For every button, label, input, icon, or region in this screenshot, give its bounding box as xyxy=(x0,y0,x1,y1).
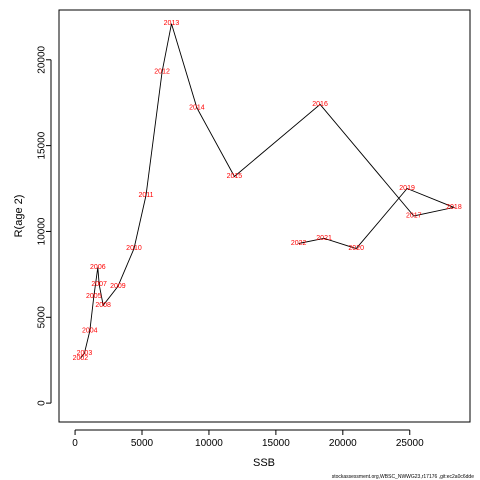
year-label-2019: 2019 xyxy=(399,185,415,192)
year-label-2009: 2009 xyxy=(110,283,126,290)
year-label-2016: 2016 xyxy=(312,101,328,108)
year-label-2010: 2010 xyxy=(126,245,142,252)
y-tick-label: 20000 xyxy=(37,45,48,73)
year-label-2017: 2017 xyxy=(406,213,422,220)
year-label-2022: 2022 xyxy=(291,240,307,247)
y-tick-label: 15000 xyxy=(37,131,48,159)
year-label-2011: 2011 xyxy=(138,192,153,199)
year-label-2005: 2005 xyxy=(86,293,102,300)
year-label-2018: 2018 xyxy=(446,204,462,211)
x-tick-label: 20000 xyxy=(329,438,357,449)
x-tick-label: 10000 xyxy=(195,438,223,449)
y-tick-label: 0 xyxy=(37,400,48,406)
year-label-2007: 2007 xyxy=(91,281,107,288)
x-tick-label: 15000 xyxy=(262,438,290,449)
year-label-2021: 2021 xyxy=(316,235,332,242)
year-label-2003: 2003 xyxy=(77,350,93,357)
year-label-2002: 2002 xyxy=(73,355,89,362)
year-label-2013: 2013 xyxy=(164,20,180,27)
year-label-2008: 2008 xyxy=(95,302,111,309)
x-tick-label: 0 xyxy=(72,438,78,449)
plot-frame xyxy=(58,9,471,423)
y-axis-title: R(age 2) xyxy=(13,195,25,238)
year-label-2006: 2006 xyxy=(90,264,106,271)
x-axis-title: SSB xyxy=(253,457,275,469)
recruitment-series-line xyxy=(80,23,456,359)
y-axis: 0 5000 10000 15000 20000 xyxy=(37,45,52,406)
x-tick-label: 5000 xyxy=(131,438,154,449)
year-label-2015: 2015 xyxy=(227,173,243,180)
year-label-2020: 2020 xyxy=(348,245,364,252)
year-label-2014: 2014 xyxy=(189,104,205,111)
x-tick-label: 25000 xyxy=(396,438,424,449)
footer-source: stockassessment.org,WBSC_NWWG23,r17176 ,… xyxy=(332,474,475,480)
y-tick-label: 10000 xyxy=(37,217,48,245)
year-label-2012: 2012 xyxy=(154,68,170,75)
y-tick-label: 5000 xyxy=(37,306,48,329)
x-axis: 0 5000 10000 15000 20000 25000 xyxy=(72,429,424,449)
year-label-2004: 2004 xyxy=(82,328,98,335)
